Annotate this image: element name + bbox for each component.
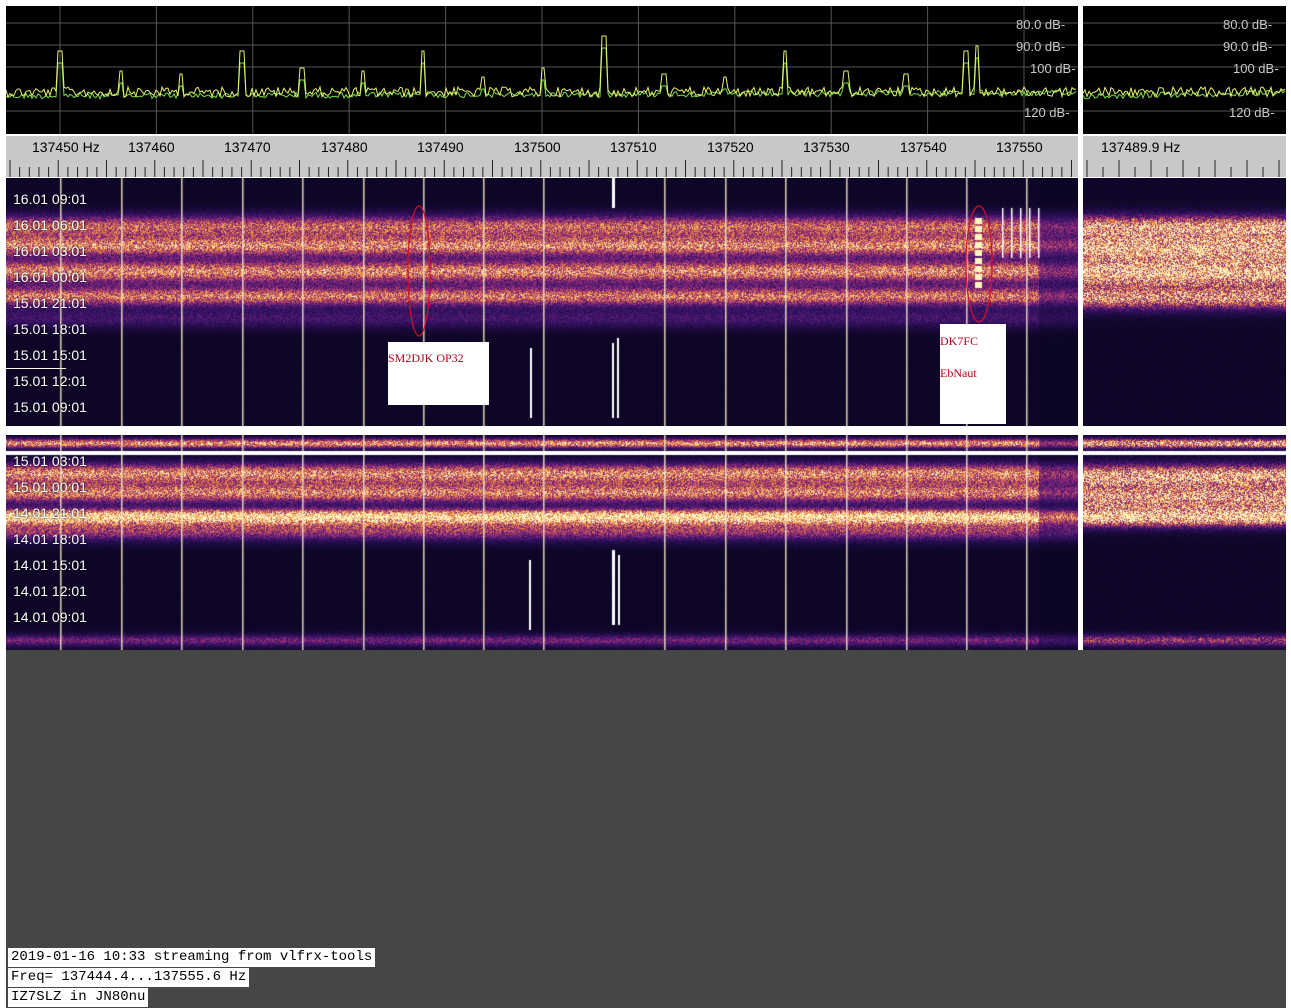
time-label: 16.01 00:01 [13,269,87,285]
annotation-box-dk7fc: DK7FC EbNaut [940,324,1006,424]
status-line-datetime: 2019-01-16 10:33 streaming from vlfrx-to… [8,948,376,967]
freq-tick-label: 137540 [900,139,947,155]
waterfall-top-side[interactable] [1083,178,1286,426]
time-label: 14.01 09:01 [13,609,87,625]
time-label: 16.01 03:01 [13,243,87,259]
freq-tick-label: 137500 [514,139,561,155]
annotation-label: DK7FC [940,334,979,348]
freq-tick-label: 137480 [321,139,368,155]
freq-tick-label: 137460 [128,139,175,155]
time-label: 14.01 18:01 [13,531,87,547]
waterfall-top[interactable]: 16.01 09:01 16.01 06:01 16.01 03:01 16.0… [6,178,1078,426]
db-label: 90.0 dB- [1016,39,1066,54]
annotation-box-sm2djk: SM2DJK OP32 [388,342,489,405]
annotation-ellipse-sm2djk [407,205,431,337]
db-label: 120 dB- [1024,105,1070,120]
waterfall-bottom-side[interactable] [1083,435,1286,650]
freq-tick-label: 137450 Hz [32,139,100,155]
waterfall-bottom[interactable]: 15.01 03:01 15.01 00:01 14.01 21:01 14.0… [6,435,1078,650]
frequency-scale-side[interactable]: 137489.9 Hz [1083,136,1286,177]
time-label: 14.01 12:01 [13,583,87,599]
time-label: 16.01 06:01 [13,217,87,233]
time-label: 15.01 03:01 [13,453,87,469]
annotation-ellipses [407,205,993,337]
db-label: 100 dB- [1233,61,1279,76]
status-line-station: IZ7SLZ in JN80nu [8,988,149,1007]
status-line-frequency: Freq= 137444.4...137555.6 Hz [8,968,250,987]
frequency-scale[interactable]: 137450 Hz 137460 137470 137480 137490 13… [6,136,1078,177]
freq-tick-label: 137550 [996,139,1043,155]
time-label: 15.01 21:01 [13,295,87,311]
db-label: 80.0 dB- [1223,17,1273,32]
freq-tick-label: 137530 [803,139,850,155]
time-label: 15.01 18:01 [13,321,87,337]
db-label: 120 dB- [1229,105,1275,120]
freq-tick-label: 137490 [417,139,464,155]
spectrum-plot-main[interactable]: 80.0 dB- 90.0 dB- 100 dB- 120 dB- [6,6,1078,134]
db-label: 100 dB- [1030,61,1076,76]
time-label: 14.01 15:01 [13,557,87,573]
time-label: 15.01 12:01 [13,373,87,389]
spectrum-plot-side[interactable]: 80.0 dB- 90.0 dB- 100 dB- 120 dB- [1083,6,1286,134]
annotation-ellipse-dk7fc [965,205,993,323]
time-label: 16.01 09:01 [13,191,87,207]
freq-tick-label: 137510 [610,139,657,155]
time-label: 15.01 09:01 [13,399,87,415]
freq-readout: 137489.9 Hz [1101,139,1181,155]
annotation-label: SM2DJK OP32 [388,351,464,365]
annotation-label: EbNaut [940,366,977,380]
time-label: 14.01 21:01 [13,505,87,521]
db-label: 90.0 dB- [1223,39,1273,54]
time-label: 15.01 15:01 [13,347,87,363]
freq-tick-label: 137520 [707,139,754,155]
time-label: 15.01 00:01 [13,479,87,495]
db-label: 80.0 dB- [1016,17,1066,32]
freq-tick-label: 137470 [224,139,271,155]
